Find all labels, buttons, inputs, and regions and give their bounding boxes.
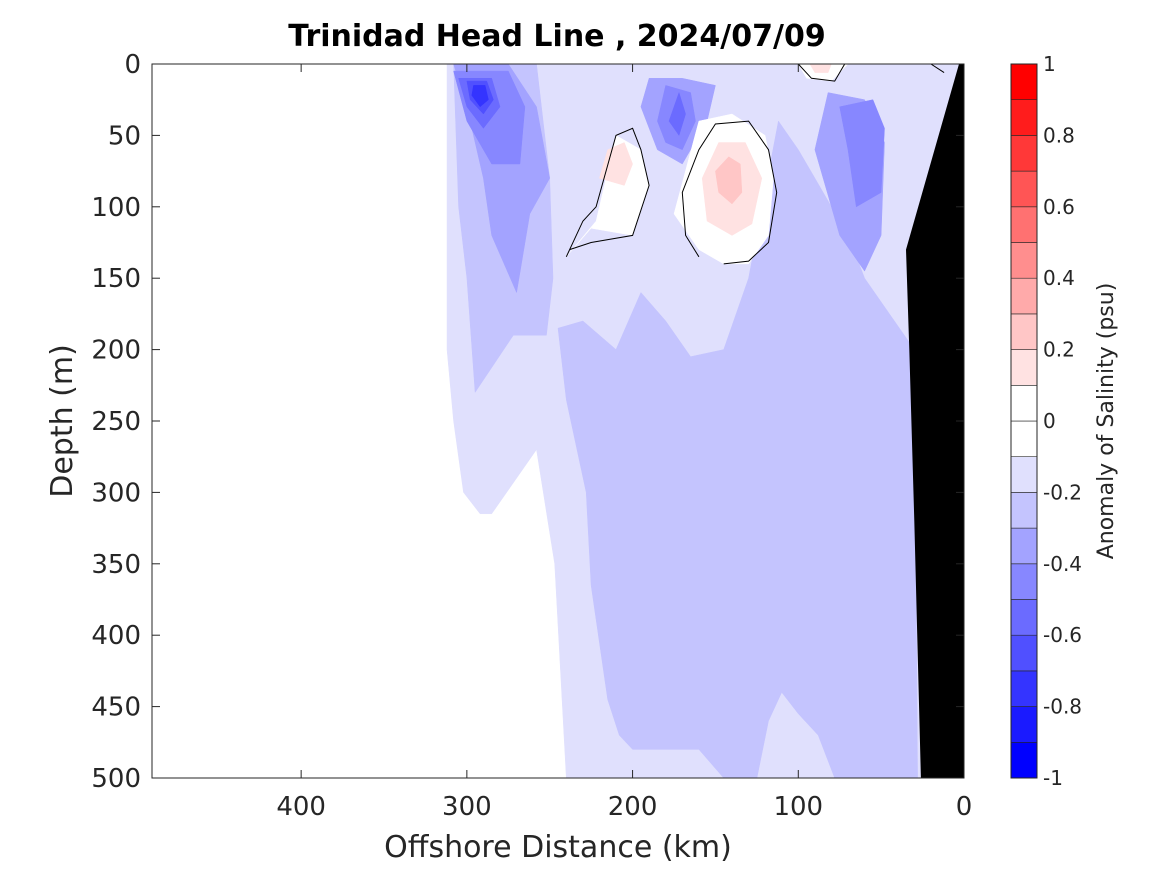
seafloor-shape [906, 64, 964, 778]
colorbar-swatch [1010, 456, 1038, 493]
colorbar-label: Anomaly of Salinity (psu) [1094, 283, 1119, 560]
x-axis: 400 300 200 100 0 [276, 64, 972, 822]
y-tick-label: 150 [91, 264, 141, 294]
y-tick-label: 300 [91, 478, 141, 508]
colorbar-swatch [1010, 741, 1038, 779]
x-axis-label: Offshore Distance (km) [384, 830, 732, 865]
x-tick-label: 200 [608, 792, 658, 822]
anomaly-region-19 [809, 64, 832, 73]
plot-area [446, 64, 964, 778]
colorbar-tick-label: 1 [1043, 52, 1056, 76]
colorbar-swatch [1010, 527, 1038, 565]
colorbar-tick-label: -0.6 [1043, 623, 1082, 647]
colorbar-swatch [1010, 135, 1038, 172]
y-tick-label: 400 [91, 621, 141, 651]
colorbar-tick-label: 0.8 [1043, 123, 1075, 147]
colorbar-swatch [1010, 670, 1038, 707]
zero-contour-line-1 [565, 127, 650, 258]
colorbar-tick-label: 0.6 [1043, 195, 1075, 219]
colorbar-tick-label: 0 [1043, 409, 1056, 433]
colorbar-tick-label: -1 [1043, 766, 1063, 790]
colorbar-tick-label: -0.4 [1043, 552, 1082, 576]
y-tick-label: 350 [91, 550, 141, 580]
colorbar-swatch [1010, 313, 1038, 350]
y-tick-label: 0 [124, 50, 141, 80]
colorbar-frame [1010, 63, 1038, 779]
anomaly-region-20 [715, 156, 743, 205]
colorbar-tick-label: -0.2 [1043, 480, 1082, 504]
anomaly-region-9 [839, 99, 885, 208]
anomaly-region-3 [557, 120, 918, 778]
zero-contour-line-2 [681, 120, 778, 265]
colorbar-swatch [1010, 492, 1038, 529]
anomaly-region-11 [668, 91, 686, 136]
chart-title: Trinidad Head Line , 2024/07/09 [288, 19, 825, 54]
y-axis-label: Depth (m) [45, 344, 80, 498]
colorbar-swatch [1010, 170, 1038, 208]
colorbar-tick-label: 0.2 [1043, 338, 1075, 362]
colorbar-swatch [1010, 277, 1038, 315]
colorbar-swatch [1010, 634, 1038, 672]
seafloor-mask [906, 64, 964, 778]
colorbar-swatch [1010, 599, 1038, 636]
colorbar-swatch [1010, 706, 1038, 743]
colorbar-swatch [1010, 384, 1038, 422]
anomaly-region-17 [599, 142, 633, 186]
colorbar-tick-label: -0.8 [1043, 695, 1082, 719]
y-tick-label: 450 [91, 693, 141, 723]
y-tick-label: 250 [91, 407, 141, 437]
colorbar-swatch [1010, 99, 1038, 136]
y-tick-label: 50 [108, 121, 141, 151]
colorbar: 1 0.8 0.6 0.4 0.2 0 -0.2 -0.4 -0.6 -0.8 -1 [1010, 52, 1082, 790]
zero-contour-line-3 [797, 64, 846, 82]
x-tick-label: 400 [276, 792, 326, 822]
colorbar-swatch [1010, 206, 1038, 243]
y-tick-label: 100 [91, 193, 141, 223]
x-tick-label: 100 [773, 792, 823, 822]
colorbar-swatch [1010, 349, 1038, 386]
y-axis: 0 50 100 150 200 250 300 350 400 450 500 [91, 50, 964, 794]
anomaly-region-13 [471, 85, 489, 108]
colorbar-swatch [1010, 420, 1038, 458]
colorbar-tick-label: 0.4 [1043, 266, 1075, 290]
x-tick-label: 0 [956, 792, 973, 822]
y-tick-label: 500 [91, 764, 141, 794]
y-tick-label: 200 [91, 336, 141, 366]
colorbar-swatch [1010, 563, 1038, 600]
zero-contour-line-4 [930, 64, 945, 74]
colorbar-swatch [1010, 242, 1038, 279]
colorbar-swatch [1010, 63, 1038, 101]
x-tick-label: 300 [442, 792, 492, 822]
